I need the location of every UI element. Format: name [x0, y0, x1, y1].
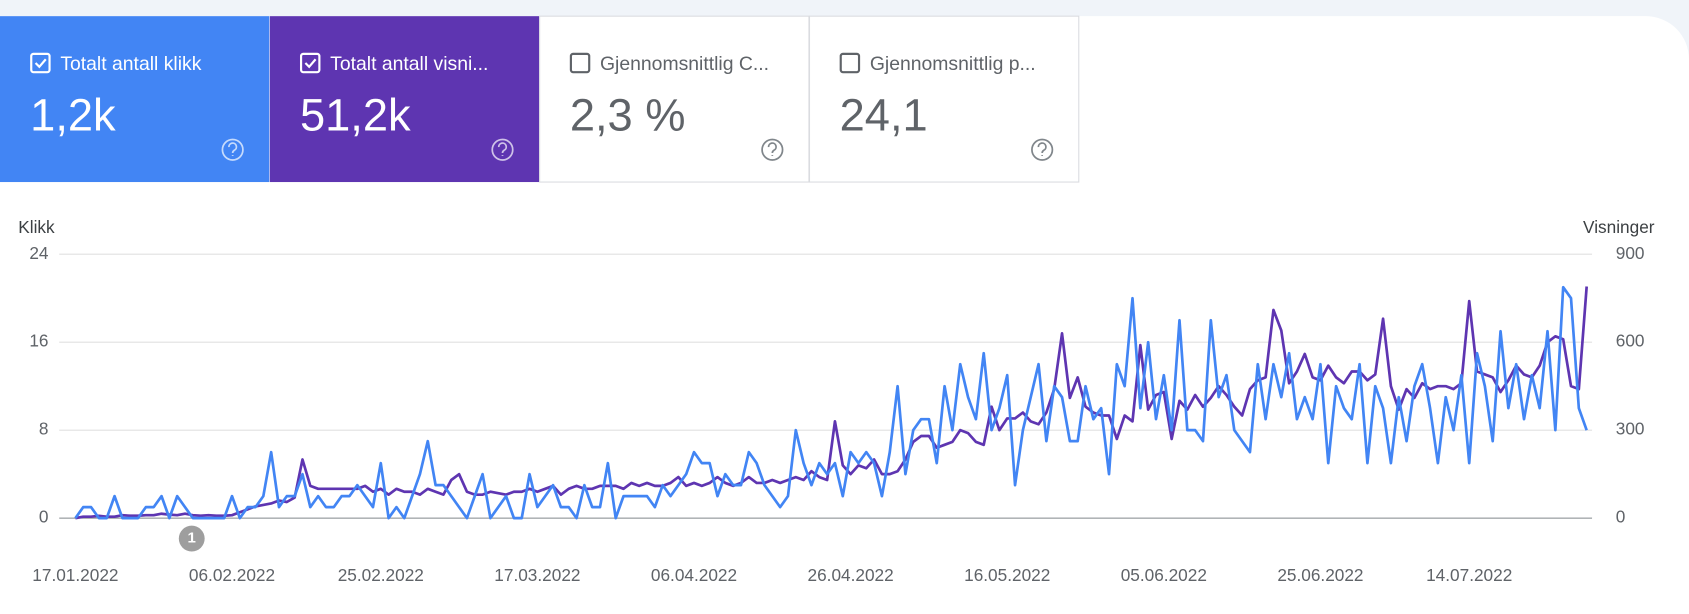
metric-card[interactable]: Gjennomsnittlig p... 24,1 [808, 15, 1080, 183]
y2-tick-label: 600 [1616, 331, 1645, 351]
checkbox[interactable] [569, 52, 591, 74]
help-icon[interactable] [761, 138, 784, 161]
card-value: 24,1 [840, 89, 928, 140]
x-tick-label: 17.03.2022 [494, 565, 580, 585]
metric-card[interactable]: Totalt antall visni... 51,2k [269, 16, 540, 183]
series-line [74, 285, 1588, 520]
y2-tick-label: 900 [1616, 243, 1645, 263]
y-tick-label: 16 [29, 331, 48, 351]
checkbox[interactable] [30, 52, 51, 74]
checkmark [34, 58, 47, 69]
help-icon-glyph [767, 142, 777, 156]
x-tick-label: 06.04.2022 [651, 565, 737, 585]
annotation-marker[interactable] [178, 525, 205, 552]
card-label: Gjennomsnittlig p... [870, 53, 1036, 75]
x-tick-label: 25.02.2022 [338, 565, 424, 585]
help-icon[interactable] [1031, 138, 1054, 161]
y2-tick-label: 0 [1616, 507, 1626, 527]
metric-card[interactable]: Gjennomsnittlig C... 2,3 % [539, 15, 810, 183]
help-icon-glyph [228, 142, 238, 156]
checkbox[interactable] [299, 52, 321, 74]
x-tick-label: 16.05.2022 [964, 565, 1050, 585]
checkbox[interactable] [839, 52, 861, 74]
card-label: Gjennomsnittlig C... [600, 53, 769, 75]
card-value: 51,2k [300, 89, 411, 140]
x-tick-label: 25.06.2022 [1277, 565, 1363, 585]
metric-card[interactable]: Totalt antall klikk 1,2k [0, 16, 270, 183]
help-icon-glyph [497, 142, 508, 156]
card-value: 2,3 % [570, 89, 686, 140]
x-tick-label: 26.04.2022 [808, 565, 894, 585]
checkmark [304, 58, 317, 69]
y-tick-label: 0 [39, 507, 49, 527]
card-label: Totalt antall visni... [330, 53, 488, 75]
card-value: 1,2k [30, 89, 116, 140]
x-tick-label: 05.06.2022 [1121, 565, 1207, 585]
x-tick-label: 14.07.2022 [1426, 565, 1512, 585]
y-tick-label: 24 [29, 243, 49, 263]
annotation-label[interactable]: 1 [188, 530, 196, 547]
y-axis-title: Klikk [18, 217, 55, 237]
y2-tick-label: 300 [1616, 419, 1645, 439]
x-tick-label: 17.01.2022 [32, 565, 118, 585]
y2-axis-title: Visninger [1583, 217, 1655, 237]
x-tick-label: 06.02.2022 [189, 565, 275, 585]
help-icon[interactable] [491, 138, 514, 161]
y-tick-label: 8 [39, 419, 49, 439]
card-label: Totalt antall klikk [60, 53, 201, 75]
series-line [75, 286, 1589, 520]
help-icon-glyph [1037, 142, 1047, 156]
help-icon[interactable] [221, 138, 244, 161]
